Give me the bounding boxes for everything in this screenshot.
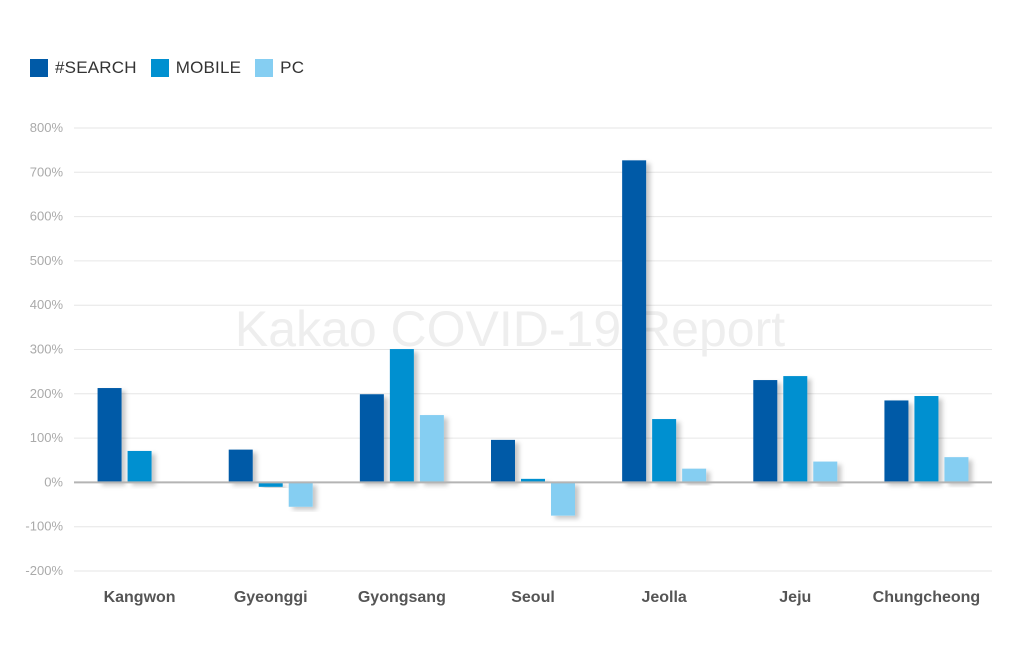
legend-item-mobile: MOBILE	[150, 58, 242, 78]
watermark-text: Kakao COVID-19 Report	[235, 301, 785, 357]
bar-search-seoul	[491, 439, 515, 483]
x-category-label: Jeolla	[641, 589, 686, 606]
bar-mobile-kangwon	[127, 450, 152, 483]
y-tick-label: 400%	[30, 297, 64, 312]
bar-pc-gyeonggi	[288, 482, 313, 507]
bar-mobile-gyeonggi	[258, 482, 283, 487]
grid-lines	[74, 127, 992, 572]
y-tick-label: 500%	[30, 253, 64, 268]
legend-label-search: #SEARCH	[55, 58, 137, 77]
bar-mobile-gyongsang	[389, 349, 414, 483]
y-tick-label: -100%	[25, 519, 63, 534]
legend-swatch-mobile	[150, 59, 169, 77]
x-category-label: Chungcheong	[873, 589, 981, 606]
bar-mobile-seoul	[521, 478, 545, 483]
bar-search-chungcheong	[884, 400, 909, 483]
bar-pc-jeju	[813, 461, 838, 483]
bar-pc-seoul	[551, 482, 575, 516]
y-tick-label: 600%	[30, 209, 64, 224]
legend-item-search: #SEARCH	[30, 58, 137, 78]
x-category-label: Jeju	[779, 589, 811, 606]
bar-mobile-jeju	[783, 376, 808, 483]
y-tick-label: 200%	[30, 386, 64, 401]
bar-search-gyongsang	[359, 394, 384, 483]
x-category-label: Kangwon	[104, 589, 176, 606]
bar-mobile-jeolla	[652, 419, 677, 483]
x-category-label: Gyongsang	[358, 589, 446, 606]
bar-search-kangwon	[97, 388, 122, 483]
legend-swatch-pc	[255, 59, 274, 77]
x-category-label: Seoul	[511, 589, 555, 606]
y-tick-label: 700%	[30, 164, 64, 179]
y-tick-label: 100%	[30, 430, 64, 445]
x-axis-categories: Kangwon Gyeonggi Gyongsang Seoul Jeolla Jeju C…	[104, 589, 981, 606]
legend-label-mobile: MOBILE	[175, 58, 242, 77]
bar-search-jeolla	[622, 160, 647, 483]
legend-swatch-search	[30, 59, 48, 77]
legend-item-pc: PC	[255, 58, 304, 78]
bar-mobile-chungcheong	[914, 396, 939, 483]
y-tick-label: 300%	[30, 342, 64, 357]
y-tick-label: 0%	[44, 474, 63, 489]
chart-legend: #SEARCH MOBILE PC	[30, 58, 318, 78]
bar-pc-chungcheong	[944, 457, 969, 483]
legend-label-pc: PC	[280, 58, 305, 77]
y-tick-label: -200%	[25, 563, 63, 578]
x-category-label: Gyeonggi	[234, 589, 308, 606]
bar-pc-gyongsang	[419, 415, 444, 483]
bar-search-jeju	[753, 380, 778, 483]
bars	[97, 160, 969, 516]
y-axis-ticks: 800% 700% 600% 500% 400% 300% 200% 100% 0% -100% -…	[25, 120, 63, 578]
bar-pc-jeolla	[682, 468, 707, 483]
bar-search-gyeonggi	[228, 449, 253, 483]
y-tick-label: 800%	[30, 120, 64, 135]
